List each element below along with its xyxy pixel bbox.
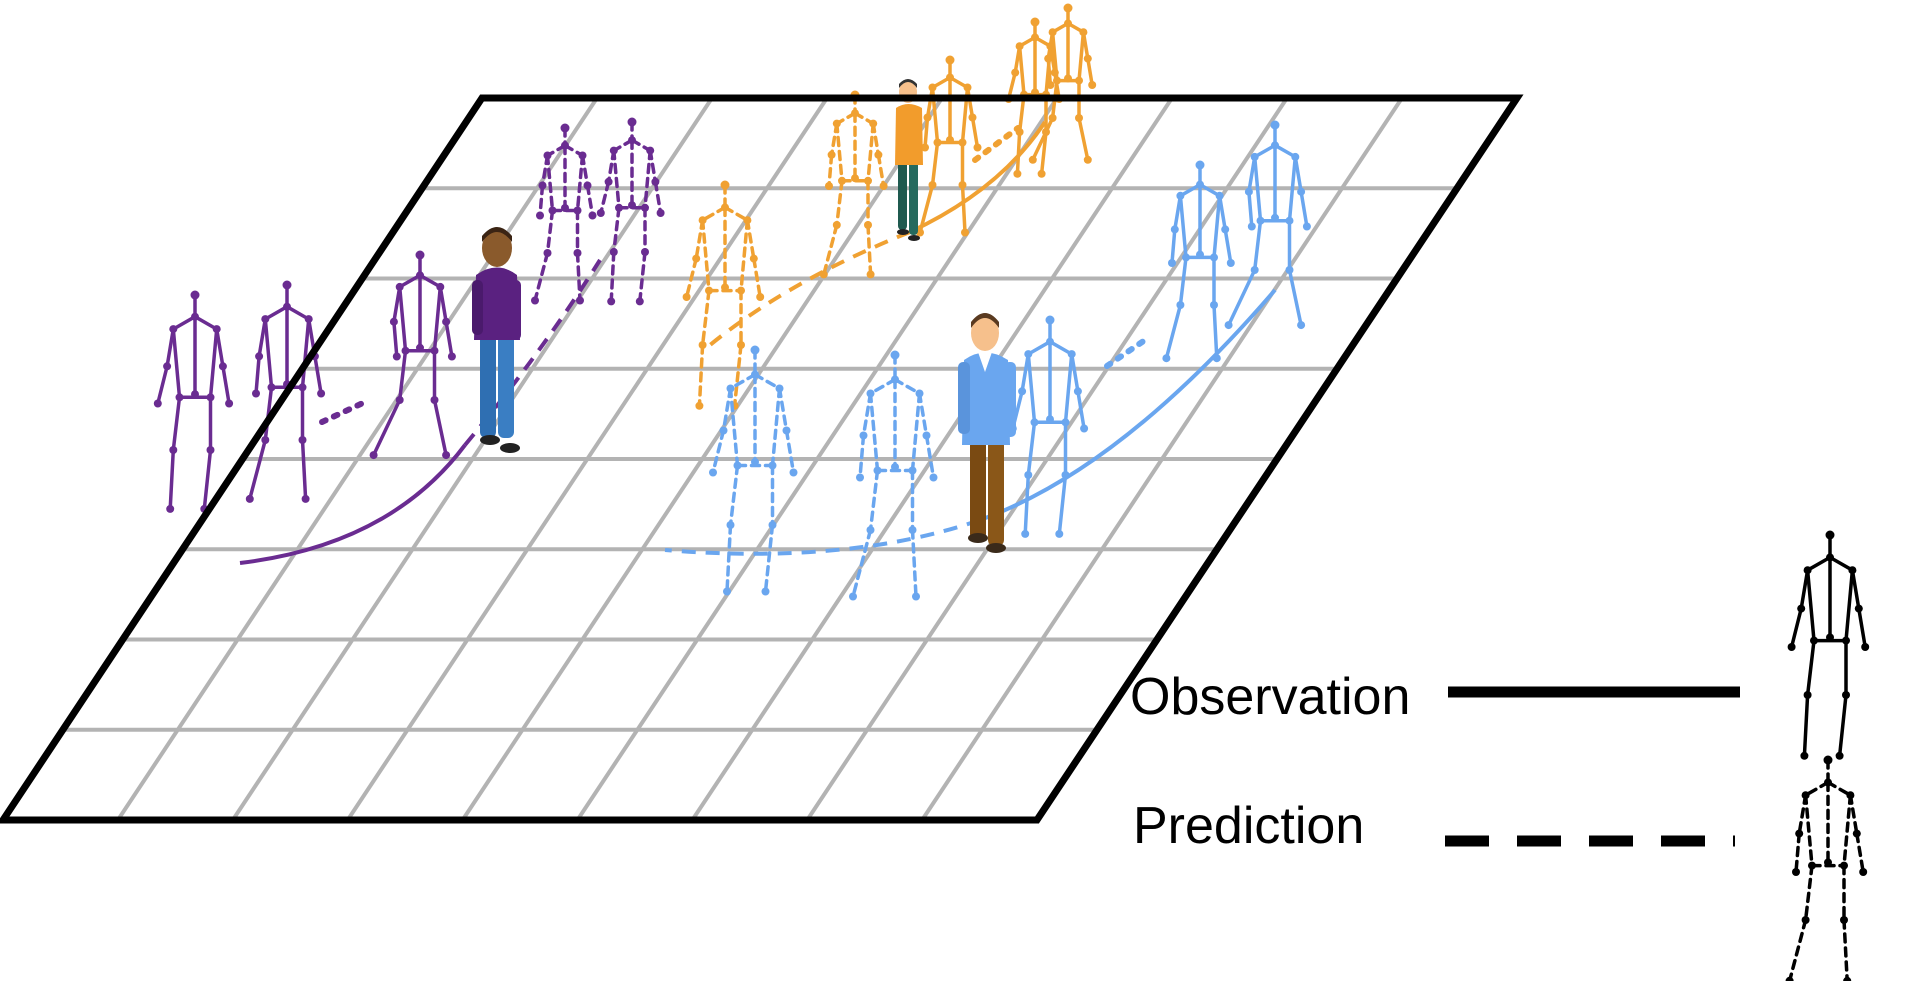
blue-observed-path [979,288,1277,522]
purple-predicted-pose-2 [596,117,665,306]
blue-observed-pose-2 [1162,160,1235,363]
blue-predicted-pose-2 [849,350,938,601]
person-blue-shirt [958,313,1016,553]
grid-line-vertical [920,96,1404,822]
orange-dots [972,125,1021,163]
purple-observed-path [239,443,467,565]
blue-predicted-pose-1 [709,345,798,596]
grid-line-vertical [690,96,1174,822]
person-orange-shirt [895,79,923,241]
orange-predicted-path [708,230,911,347]
blue-dots [1104,337,1148,369]
grid-line-vertical [575,96,1059,822]
purple-observed-pose-1 [153,290,234,513]
grid-line-vertical [116,96,599,822]
legend: Observation Prediction [1130,530,1870,985]
purple-observed-pose-3 [369,250,456,460]
blue-observed-pose-3 [1224,120,1311,330]
grid-line-vertical [805,96,1289,822]
orange-observed-pose-1 [916,55,982,237]
legend-prediction-skeleton [1785,755,1868,985]
ground-grid [3,96,1517,822]
ground-plane-border [0,94,1524,824]
purple-predicted-pose-1 [531,123,597,305]
grid-line-vertical [460,96,944,822]
orange-predicted-pose-2 [682,180,765,410]
person-purple-shirt [472,227,521,453]
legend-prediction-label: Prediction [1133,797,1364,855]
legend-skeleton-examples [1785,530,1870,985]
pose-skeletons [153,3,1311,601]
blue-predicted-path [664,518,981,556]
legend-observation-skeleton [1787,530,1870,760]
person-figures [472,79,1016,553]
orange-observed-path [909,120,1047,234]
legend-observation-label: Observation [1130,668,1410,726]
purple-dots [319,399,368,425]
grid-line-vertical [231,96,714,822]
trajectory-paths [239,120,1277,565]
